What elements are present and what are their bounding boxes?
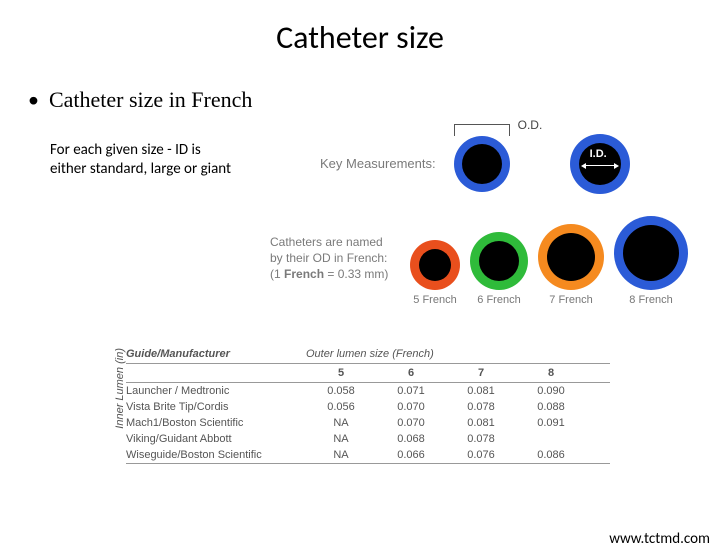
col-header-outer: Outer lumen size (French) [306,348,610,360]
data-cell [516,433,586,445]
french-circle [538,224,604,290]
table-body: Launcher / Medtronic0.0580.0710.0810.090… [126,383,610,464]
footer-url: www.tctmd.com [609,530,710,548]
data-cell: NA [306,417,376,429]
french-label: 5 French [410,294,460,306]
id-arrow [581,163,619,169]
od-circle-inner [462,144,502,184]
french-circle [614,216,688,290]
od-line [454,124,510,125]
french-circles: 5 French 6 French 7 French 8 French [410,216,688,306]
data-cell: 0.066 [376,449,446,461]
table-row: Launcher / Medtronic0.0580.0710.0810.090 [126,383,610,399]
french-item: 7 French [538,224,604,306]
table-wrap: Inner Lumen (in) Guide/Manufacturer Oute… [110,348,610,469]
table-row: Mach1/Boston ScientificNA0.0700.0810.091 [126,415,610,431]
table-row: Viking/Guidant AbbottNA0.0680.078 [126,431,610,447]
table-header-top: Guide/Manufacturer Outer lumen size (Fre… [126,348,610,364]
size-header-cell: 6 [376,367,446,379]
table-yaxis-label: Inner Lumen (in) [110,348,126,469]
page-title: Catheter size [0,18,720,57]
data-cell: 0.086 [516,449,586,461]
data-cell: 0.076 [446,449,516,461]
bullet-marker: • [28,87,39,113]
row-header: Wiseguide/Boston Scientific [126,449,306,461]
key-measurements-label: Key Measurements: [320,156,436,171]
data-cell: 0.071 [376,385,446,397]
french-circle [470,232,528,290]
data-cell: 0.058 [306,385,376,397]
id-circle-wrap: I.D. [570,134,630,194]
data-cell: 0.070 [376,401,446,413]
data-cell: 0.091 [516,417,586,429]
french-label: 8 French [614,294,688,306]
french-text: Catheters are named by their OD in Frenc… [270,216,410,283]
data-cell: 0.078 [446,401,516,413]
data-cell: 0.090 [516,385,586,397]
size-header-cell: 5 [306,367,376,379]
od-tick-right [509,124,510,136]
data-cell: 0.070 [376,417,446,429]
od-circle-wrap: O.D. [454,136,510,192]
od-label: O.D. [518,118,543,132]
french-text-l1: Catheters are named [270,234,410,250]
id-circle-inner: I.D. [579,143,621,185]
french-text-l3: (1 French = 0.33 mm) [270,266,410,282]
data-cell: 0.081 [446,417,516,429]
row-header: Mach1/Boston Scientific [126,417,306,429]
data-cell: 0.081 [446,385,516,397]
french-item: 6 French [470,232,528,306]
table-row: Vista Brite Tip/Cordis0.0560.0700.0780.0… [126,399,610,415]
size-header-cell: 7 [446,367,516,379]
french-circle [410,240,460,290]
data-cell: 0.056 [306,401,376,413]
row-header: Viking/Guidant Abbott [126,433,306,445]
row-header: Vista Brite Tip/Cordis [126,401,306,413]
od-circle [454,136,510,192]
bullet-text: Catheter size in French [49,87,252,113]
od-tick-left [454,124,455,136]
key-measurements: Key Measurements: O.D. I.D. [320,126,700,201]
data-cell: NA [306,433,376,445]
bullet-item: • Catheter size in French [28,87,720,113]
french-item: 5 French [410,240,460,306]
id-label: I.D. [590,148,607,160]
french-label: 6 French [470,294,528,306]
data-table: Guide/Manufacturer Outer lumen size (Fre… [126,348,610,469]
data-cell: NA [306,449,376,461]
row-header: Launcher / Medtronic [126,385,306,397]
french-text-l2: by their OD in French: [270,250,410,266]
data-cell: 0.078 [446,433,516,445]
data-cell: 0.068 [376,433,446,445]
id-circle: I.D. [570,134,630,194]
size-header-cell: 8 [516,367,586,379]
data-cell: 0.088 [516,401,586,413]
french-row: Catheters are named by their OD in Frenc… [270,216,710,306]
table-row: Wiseguide/Boston ScientificNA0.0660.0760… [126,447,610,464]
french-item: 8 French [614,216,688,306]
table-header-sizes: 5678 [126,364,610,383]
french-label: 7 French [538,294,604,306]
col-header-guide: Guide/Manufacturer [126,348,306,360]
